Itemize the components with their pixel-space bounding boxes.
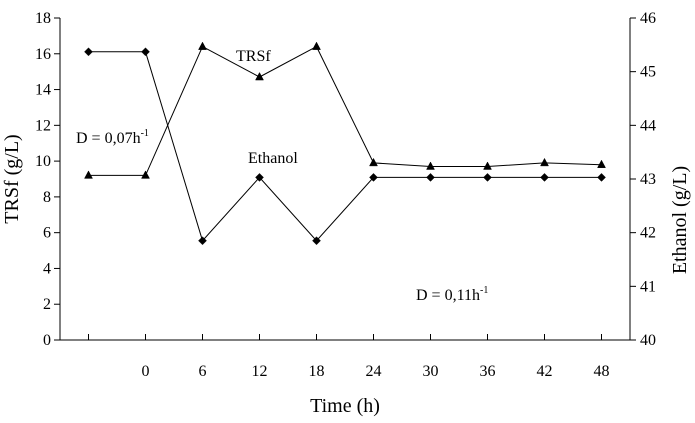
x-tick-label: 12 xyxy=(252,363,268,380)
left-y-tick-label: 8 xyxy=(43,189,51,206)
left-y-tick-label: 6 xyxy=(43,225,51,242)
left-y-tick-label: 2 xyxy=(43,296,51,313)
left-y-tick-label: 16 xyxy=(35,46,51,63)
ethanol-point xyxy=(255,173,264,182)
ethanol-point xyxy=(84,47,93,57)
x-tick-label: 24 xyxy=(366,363,382,380)
x-tick-label: 6 xyxy=(199,363,207,380)
left-y-tick-label: 10 xyxy=(35,153,51,170)
trsf-point xyxy=(369,157,378,167)
trsf-point xyxy=(198,41,207,50)
trsf-point xyxy=(141,170,150,179)
trsf-point xyxy=(312,41,321,50)
dilution-rate-annotation-1: D = 0,07h-1 xyxy=(76,128,149,147)
x-tick-label: 36 xyxy=(480,363,496,380)
ethanol-point xyxy=(141,47,150,57)
trsf-point xyxy=(597,159,606,168)
left-y-axis-title: TRSf (g/L) xyxy=(1,134,23,223)
ethanol-point xyxy=(597,173,606,182)
trsf-point xyxy=(483,161,492,170)
dilution-rate-1-exponent: -1 xyxy=(141,128,149,139)
right-y-tick-label: 41 xyxy=(640,278,656,295)
ethanol-point xyxy=(198,236,207,246)
x-tick-label: 30 xyxy=(423,363,439,380)
dilution-rate-2-base: D = 0,11h xyxy=(416,287,480,304)
series-label-ethanol: Ethanol xyxy=(248,150,298,167)
right-y-tick-label: 46 xyxy=(640,10,656,27)
ethanol-point xyxy=(312,236,321,246)
right-y-tick-label: 44 xyxy=(640,117,656,134)
left-y-tick-label: 4 xyxy=(43,260,51,277)
series-label-trsf: TRSf xyxy=(236,48,271,65)
x-tick-label: 42 xyxy=(537,363,553,380)
left-y-tick-label: 12 xyxy=(35,117,51,134)
trsf-point xyxy=(255,72,264,81)
series-group xyxy=(84,41,606,246)
left-y-tick-label: 14 xyxy=(35,82,51,99)
trsf-point xyxy=(426,161,435,170)
right-y-tick-label: 43 xyxy=(640,171,656,188)
ethanol-point xyxy=(426,173,435,182)
ethanol-point xyxy=(540,173,549,182)
left-y-tick-label: 18 xyxy=(35,10,51,27)
dilution-rate-2-exponent: -1 xyxy=(480,285,488,296)
x-tick-label: 0 xyxy=(142,363,150,380)
right-y-axis-title: Ethanol (g/L) xyxy=(669,166,691,274)
dilution-rate-annotation-2: D = 0,11h-1 xyxy=(416,285,488,304)
ethanol-point xyxy=(483,173,492,182)
right-y-tick-label: 42 xyxy=(640,225,656,242)
trsf-line xyxy=(88,45,602,176)
x-ticks: 0 6 12 18 24 30 36 42 48 xyxy=(88,334,610,380)
dilution-rate-1-base: D = 0,07h xyxy=(76,130,141,147)
trsf-point xyxy=(84,170,93,179)
right-y-tick-label: 40 xyxy=(640,332,656,349)
ethanol-line xyxy=(88,51,602,242)
x-axis-title: Time (h) xyxy=(310,395,380,417)
left-y-tick-label: 0 xyxy=(43,332,51,349)
trsf-point xyxy=(540,157,549,167)
x-tick-label: 48 xyxy=(594,363,610,380)
ethanol-point xyxy=(369,173,378,182)
left-y-ticks: 0 2 4 6 8 10 12 14 16 18 xyxy=(35,10,60,349)
right-y-tick-label: 45 xyxy=(640,64,656,81)
x-tick-label: 18 xyxy=(309,363,325,380)
right-y-ticks: 40 41 42 43 44 45 46 xyxy=(630,10,656,349)
